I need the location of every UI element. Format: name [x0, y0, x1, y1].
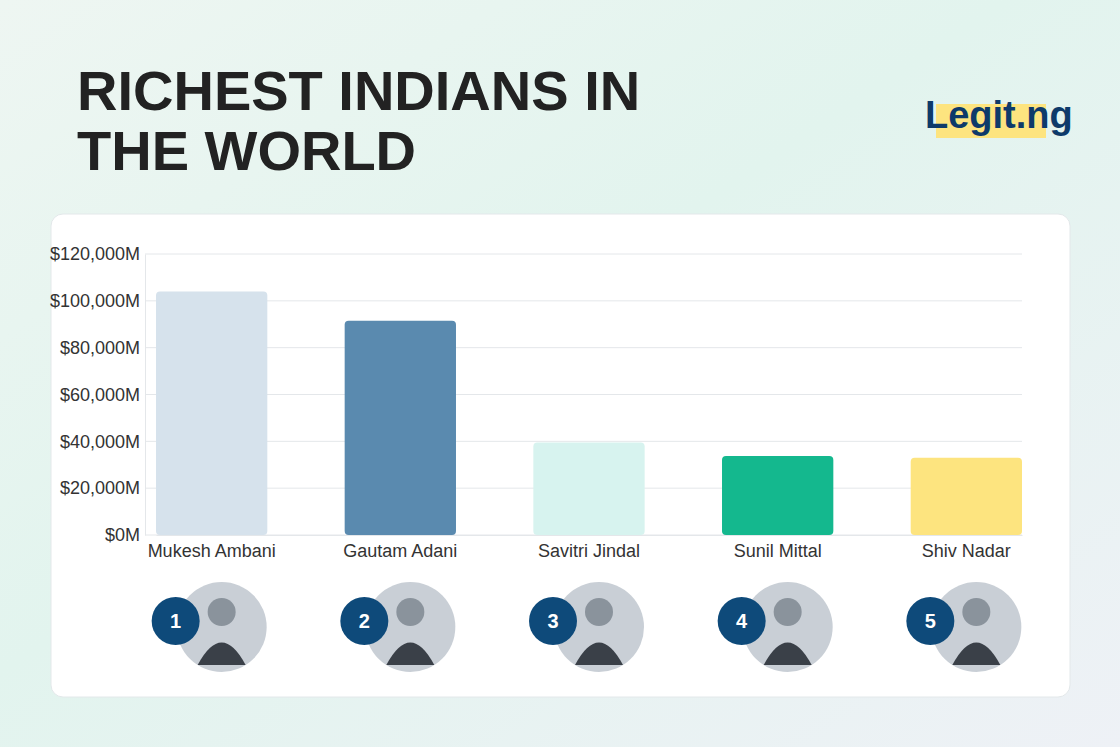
rank-circle	[529, 597, 577, 645]
x-tick-label: Gautam Adani	[343, 541, 457, 561]
y-tick-label: $80,000M	[60, 338, 140, 358]
rank-label: 3	[547, 610, 558, 632]
x-tick: Sunil Mittal	[734, 535, 822, 561]
photo-body	[764, 643, 812, 666]
photo-body	[575, 643, 623, 666]
y-axis: $0M $20,000M $40,000M $60,000M $80,000M $100,…	[50, 244, 146, 545]
bar	[156, 291, 267, 535]
y-tick-label: $60,000M	[60, 385, 140, 405]
x-tick-label: Savitri Jindal	[538, 541, 640, 561]
background	[0, 0, 1120, 747]
y-tick-label: $0M	[105, 525, 140, 545]
rank-badge: 5	[906, 582, 1021, 672]
photo-head	[774, 598, 802, 626]
y-tick: $100,000M	[50, 291, 145, 311]
rank-label: 1	[170, 610, 181, 632]
y-tick: $0M	[105, 525, 145, 545]
x-tick-label: Sunil Mittal	[734, 541, 822, 561]
x-tick: Shiv Nadar	[922, 535, 1011, 561]
bar	[722, 456, 833, 535]
rank-badge: 3	[529, 582, 644, 672]
x-axis-line	[157, 535, 1023, 536]
title: RICHEST INDIANS INTHE WORLD	[77, 59, 640, 182]
rank-label: 2	[359, 610, 370, 632]
panel	[51, 214, 1070, 697]
grid-line	[145, 254, 1022, 255]
x-axis: Mukesh Ambani Gautam Adani Savitri Jindal S…	[148, 535, 1023, 561]
y-tick-label: $40,000M	[60, 432, 140, 452]
bars	[156, 291, 1022, 535]
x-tick: Savitri Jindal	[538, 535, 640, 561]
rank-badge: 4	[718, 582, 833, 672]
x-tick-label: Shiv Nadar	[922, 541, 1011, 561]
grid-line	[145, 300, 1022, 301]
photo-body	[952, 643, 1000, 666]
y-tick-label: $120,000M	[50, 244, 140, 264]
photo-head	[962, 598, 990, 626]
y-tick: $60,000M	[60, 385, 145, 405]
grid	[145, 254, 1022, 535]
photo-head	[396, 598, 424, 626]
rank-circle	[906, 597, 954, 645]
rank-badge: 2	[340, 582, 455, 672]
logo: Legit.ng	[925, 94, 1073, 136]
y-tick: $40,000M	[60, 432, 145, 452]
y-tick: $80,000M	[60, 338, 145, 358]
photo-body	[386, 643, 434, 666]
rank-circle	[152, 597, 200, 645]
grid-line	[145, 441, 1022, 442]
rank-label: 4	[736, 610, 748, 632]
bar	[533, 443, 644, 535]
rank-circle	[718, 597, 766, 645]
x-tick: Gautam Adani	[343, 535, 457, 561]
grid-line	[145, 394, 1022, 395]
bar	[911, 458, 1022, 535]
photo-head	[208, 598, 236, 626]
grid-line	[145, 347, 1022, 348]
x-tick-label: Mukesh Ambani	[148, 541, 276, 561]
bar	[345, 321, 456, 535]
x-tick: Mukesh Ambani	[148, 535, 276, 561]
chart-root: RICHEST INDIANS INTHE WORLD Legit.ng $0M $2…	[0, 0, 1120, 747]
rank-badges: 1 2 3 4 5	[152, 582, 1022, 672]
y-tick-label: $20,000M	[60, 478, 140, 498]
y-tick: $120,000M	[50, 244, 145, 264]
photo-body	[198, 643, 246, 666]
rank-circle	[340, 597, 388, 645]
y-tick: $20,000M	[60, 478, 145, 498]
photo-head	[585, 598, 613, 626]
rank-label: 5	[925, 610, 936, 632]
y-tick-label: $100,000M	[50, 291, 140, 311]
rank-badge: 1	[152, 582, 267, 672]
y-axis-line	[145, 255, 146, 536]
